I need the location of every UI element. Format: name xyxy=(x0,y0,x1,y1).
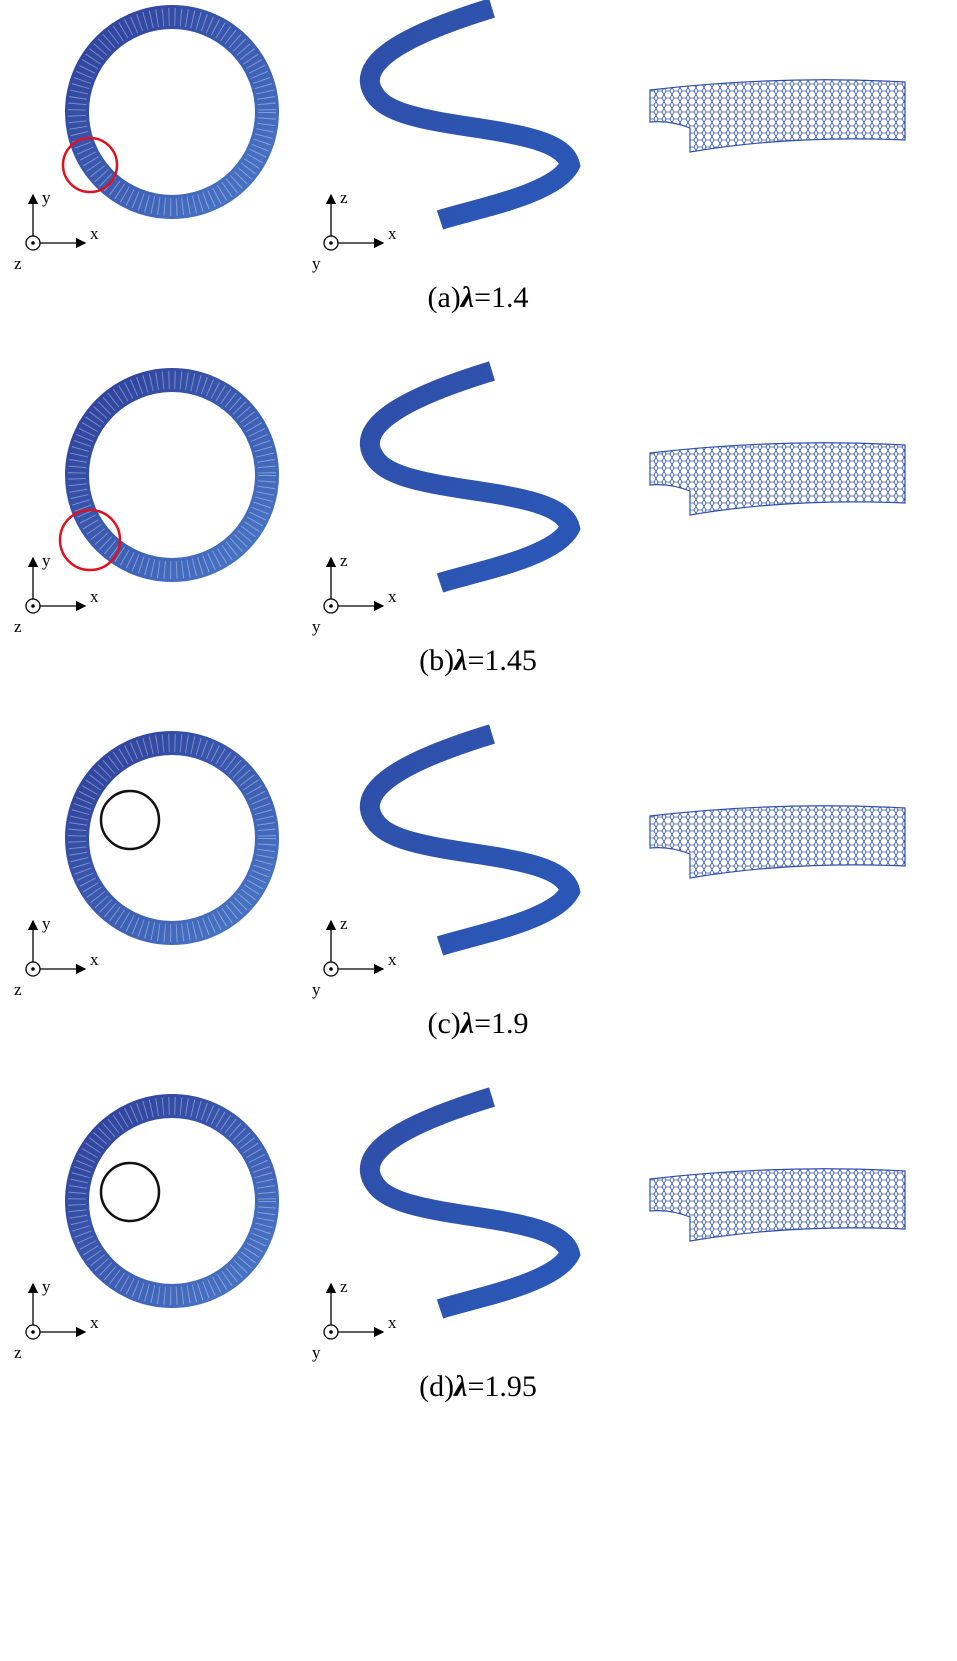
axis-label: x xyxy=(388,1313,397,1332)
panel: y x z z x y (d)λ=1.95 xyxy=(14,1097,905,1403)
caption-value: =1.4 xyxy=(474,281,528,314)
caption-symbol: λ xyxy=(452,644,467,677)
panel: y x z z x y (b)λ=1.45 xyxy=(14,371,905,677)
caption-label: (a) xyxy=(427,281,460,314)
axis-label: z xyxy=(340,188,348,207)
caption-value: =1.45 xyxy=(467,644,536,677)
mesh-strip xyxy=(650,80,905,152)
axis-label: z xyxy=(340,914,348,933)
s-curve xyxy=(370,371,570,583)
axis-dot xyxy=(31,967,35,971)
caption-label: (d) xyxy=(419,1370,454,1403)
page: {"panels": [ {"label": "(a)", "symbol": … xyxy=(0,0,957,1661)
axis-label: z xyxy=(14,254,22,273)
axis-label: y xyxy=(42,551,51,570)
axis-dot xyxy=(329,241,333,245)
axis-label: z xyxy=(14,980,22,999)
axis-label: z xyxy=(340,1277,348,1296)
axis-label: y xyxy=(312,617,321,636)
axis-label: x xyxy=(90,587,99,606)
caption-label: (c) xyxy=(427,1007,460,1040)
caption-symbol: λ xyxy=(452,1370,467,1403)
caption: (b)λ=1.45 xyxy=(419,644,537,677)
panel: y x z z x y (c)λ=1.9 xyxy=(14,734,905,1040)
axis-dot xyxy=(329,604,333,608)
figure: yxzzxy(a)λ=1.4yxzzxy(b)λ=1.45yxzzxy(c)λ=… xyxy=(0,0,957,1661)
mesh-strip xyxy=(650,1169,905,1241)
caption-symbol: λ xyxy=(459,1007,474,1040)
axis-label: y xyxy=(312,254,321,273)
caption-value: =1.95 xyxy=(467,1370,536,1403)
axis-dot xyxy=(31,604,35,608)
axis-label: y xyxy=(42,914,51,933)
axis-dot xyxy=(329,967,333,971)
s-curve xyxy=(370,734,570,946)
axis-label: x xyxy=(388,950,397,969)
axis-label: y xyxy=(312,980,321,999)
axis-label: y xyxy=(42,188,51,207)
caption-label: (b) xyxy=(419,644,454,677)
axis-label: z xyxy=(14,1343,22,1362)
s-curve xyxy=(370,1097,570,1309)
caption-symbol: λ xyxy=(459,281,474,314)
caption: (d)λ=1.95 xyxy=(419,1370,537,1403)
caption-value: =1.9 xyxy=(474,1007,528,1040)
axis-dot xyxy=(31,1330,35,1334)
axis-label: x xyxy=(388,224,397,243)
highlight-circle xyxy=(101,1163,159,1221)
axis-label: y xyxy=(312,1343,321,1362)
caption: (c)λ=1.9 xyxy=(427,1007,528,1040)
axis-dot xyxy=(31,241,35,245)
axis-dot xyxy=(329,1330,333,1334)
highlight-circle xyxy=(101,791,159,849)
axis-label: x xyxy=(90,1313,99,1332)
s-curve xyxy=(370,8,570,220)
axis-label: z xyxy=(14,617,22,636)
axis-label: x xyxy=(90,224,99,243)
axis-label: x xyxy=(90,950,99,969)
axis-label: z xyxy=(340,551,348,570)
axis-label: x xyxy=(388,587,397,606)
mesh-strip xyxy=(650,443,905,515)
caption: (a)λ=1.4 xyxy=(427,281,528,314)
panel: y x z z x y (a)λ=1.4 xyxy=(14,8,905,314)
axis-label: y xyxy=(42,1277,51,1296)
mesh-strip xyxy=(650,806,905,878)
